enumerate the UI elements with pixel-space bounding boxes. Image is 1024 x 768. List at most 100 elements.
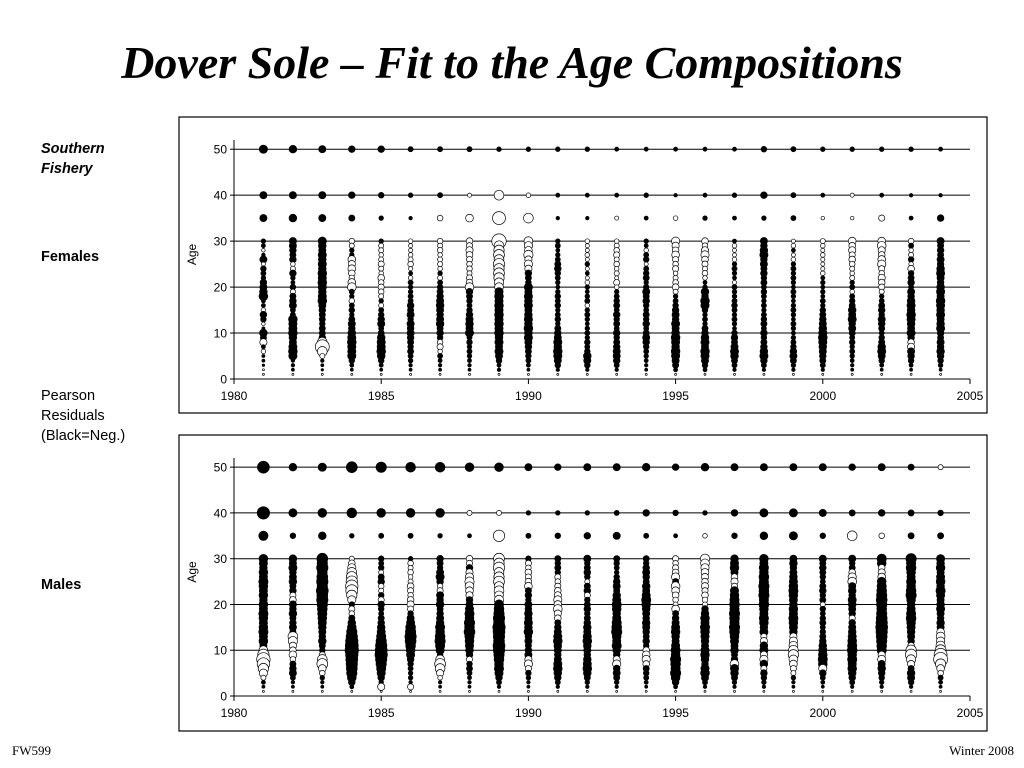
females-residual-bubble [732,252,737,258]
females-residual-bubble [377,145,385,153]
females-residual-bubble [672,361,680,369]
females-residual-bubble [496,362,502,368]
females-residual-bubble [260,270,267,277]
males-residual-bubble [437,680,443,685]
females-residual-bubble [259,214,268,223]
residuals-label-line2: Residuals [41,408,105,424]
males-residual-bubble [437,675,443,681]
females-residual-bubble [348,191,356,199]
males-residual-bubble [878,532,885,539]
females-residual-bubble [262,373,265,376]
females-residual-bubble [378,247,385,254]
females-residual-bubble [288,144,298,154]
males-residual-bubble [788,531,798,541]
males-residual-bubble [466,670,473,677]
males-residual-bubble [907,509,915,517]
females-residual-bubble [526,367,531,372]
females-residual-bubble [555,367,560,372]
females-x-tick-label: 1985 [368,389,395,403]
males-residual-bubble [614,679,620,685]
females-residual-bubble [526,362,531,368]
females-residual-bubble [731,256,738,263]
males-residual-bubble [556,690,560,693]
females-residual-bubble [378,215,384,221]
females-residual-bubble [261,344,266,350]
females-residual-bubble [790,192,797,199]
males-residual-bubble [880,690,884,693]
males-residual-bubble [317,508,328,518]
males-residual-bubble [672,509,679,517]
females-residual-bubble [849,146,855,152]
females-residual-bubble [262,368,265,372]
females-residual-bubble [850,215,855,221]
males-residual-bubble [819,674,826,681]
males-residual-bubble [524,463,533,472]
females-residual-bubble [791,298,796,304]
females-residual-bubble [849,270,855,276]
males-residual-bubble [437,533,443,539]
males-residual-bubble [879,679,885,685]
females-residual-bubble [790,270,797,276]
males-residual-bubble [438,690,442,693]
females-residual-bubble [585,367,590,372]
males-residual-bubble [438,684,442,689]
females-residual-bubble [584,270,590,276]
females-residual-bubble [378,238,384,244]
females-residual-bubble [555,284,561,290]
males-residual-bubble [318,531,327,541]
females-residual-bubble [731,289,738,295]
females-residual-bubble [349,362,355,368]
females-residual-bubble [790,362,797,368]
males-residual-bubble [407,670,414,676]
males-residual-bubble [819,532,826,539]
females-residual-bubble [849,279,855,286]
females-residual-bubble [584,330,591,336]
females-residual-bubble [937,362,944,368]
females-residual-bubble [260,348,267,355]
females-residual-bubble [408,270,413,276]
females-residual-bubble [820,266,826,272]
females-residual-bubble [436,214,444,222]
females-residual-bubble [820,192,826,198]
males-residual-bubble [671,463,680,471]
fishery-label-line2: Fishery [41,161,93,177]
males-residual-bubble [850,684,855,689]
females-residual-bubble [407,275,414,281]
females-residual-bubble [820,284,826,290]
females-residual-bubble [731,362,738,369]
males-residual-bubble [466,509,473,516]
males-residual-bubble [320,690,324,693]
females-residual-bubble [792,373,795,376]
females-residual-bubble [849,344,855,350]
females-residual-bubble [525,192,532,198]
females-residual-bubble [523,212,534,224]
males-residual-bubble [820,684,825,689]
males-residual-bubble [761,679,767,685]
males-residual-bubble [405,461,416,473]
males-residual-bubble [937,464,944,471]
females-residual-bubble [407,357,414,364]
females-residual-bubble [318,191,327,200]
females-residual-bubble [407,289,414,295]
males-residual-bubble [761,684,767,689]
females-residual-bubble [732,326,737,331]
males-residual-bubble [375,461,387,473]
females-residual-bubble [790,256,797,263]
males-residual-bubble [673,684,678,690]
females-residual-bubble [288,191,297,200]
males-residual-bubble [789,463,798,472]
females-residual-bubble [495,357,503,364]
females-residual-bubble [760,146,768,153]
males-residual-bubble [673,533,678,539]
males-residual-bubble [613,564,620,571]
males-y-tick-label: 0 [220,690,227,704]
males-residual-bubble [614,684,619,689]
females-residual-bubble [465,213,474,223]
males-residual-bubble [877,463,886,472]
females-y-tick-label: 30 [214,235,228,249]
females-residual-bubble [496,367,502,372]
females-residual-bubble [820,261,826,267]
females-residual-bubble [584,275,590,281]
females-residual-bubble [849,192,855,198]
males-residual-bubble [526,680,531,685]
